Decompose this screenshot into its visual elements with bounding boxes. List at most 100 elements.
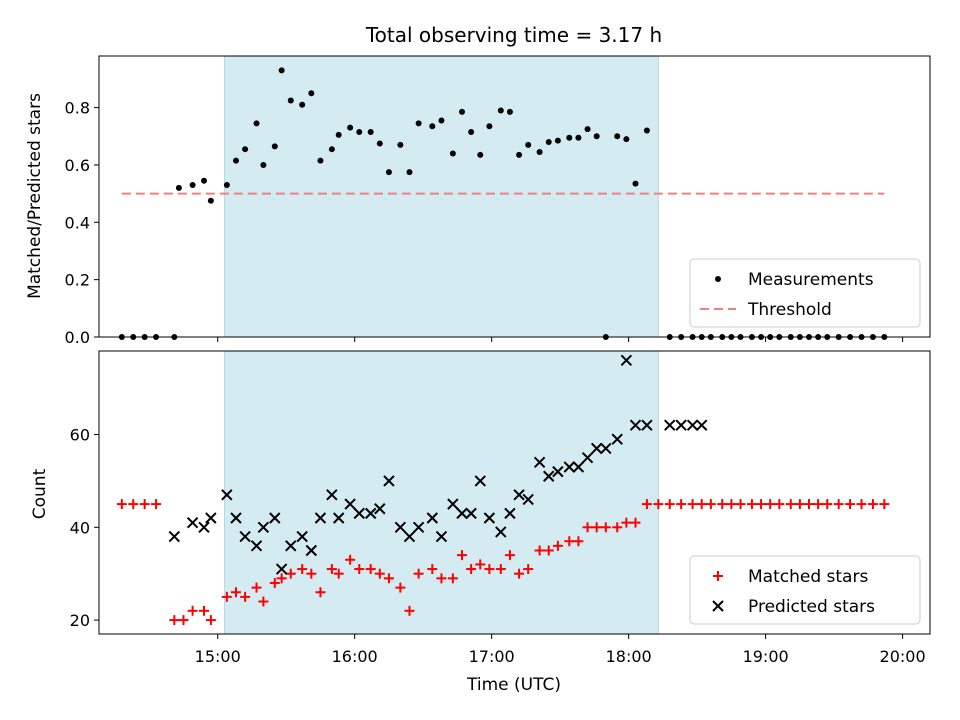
matched-star-point [833,499,844,510]
top-observing-window [224,56,659,337]
measurement-point [536,149,543,156]
predicted-star-point [412,521,425,534]
matched-star-point [285,568,296,579]
matched-star-point [765,499,776,510]
legend-marker [712,600,724,612]
measurement-point [201,177,208,184]
matched-star-point [116,499,127,510]
measurement-point [623,136,630,143]
matched-star-point [630,517,641,528]
marker-stroke [296,530,308,543]
measurement-point [308,90,315,97]
matched-star-point [845,499,856,510]
marker-stroke [590,442,603,455]
top-legend: Measurements Threshold [689,258,921,328]
predicted-star-point [257,521,270,534]
marker-stroke [383,475,395,487]
matched-star-point [621,517,632,528]
predicted-star-point [495,526,507,538]
measurement-point [397,141,404,148]
matched-star-point [456,550,467,561]
measurement-point [207,197,214,204]
top-y-tick-label: 0.4 [65,213,90,232]
marker-stroke [543,470,555,482]
measurement-point [525,141,532,148]
predicted-star-point [305,544,318,557]
measurement-point [347,124,354,131]
matched-star-point [856,499,867,510]
top-y-tick-label: 0.8 [65,99,90,118]
measurement-point [438,117,445,124]
predicted-star-point [285,540,297,552]
marker-stroke [504,507,516,520]
marker-stroke [333,512,345,524]
matched-star-point [169,615,180,626]
marker-stroke [205,512,217,524]
matched-star-point [653,499,664,510]
predicted-star-point [686,419,699,431]
matched-star-point [523,564,534,575]
matched-star-point [205,615,216,626]
marker-stroke [344,498,356,510]
legend-box [689,555,921,625]
matched-star-point [813,499,824,510]
matched-star-point [128,499,139,510]
predicted-star-point [483,512,496,524]
measurement-point [232,157,239,164]
measurement-point [317,157,324,164]
marker-stroke [600,442,612,455]
predicted-star-point [186,516,199,529]
marker-stroke [394,521,407,534]
marker-stroke [620,354,633,366]
predicted-star-point [620,354,633,366]
matched-star-point [178,615,189,626]
measurement-point [376,140,383,147]
matched-star-point [582,522,593,533]
predicted-star-point [314,512,327,524]
measurement-point [458,108,465,115]
marker-stroke [572,461,585,473]
measurement-point [554,137,561,144]
predicted-star-point [168,530,181,543]
matched-star-point [151,499,162,510]
predicted-star-point [435,530,448,543]
matched-star-point [717,499,728,510]
matched-star-point [427,564,438,575]
predicted-star-point [250,540,263,552]
measurement-point [189,182,196,189]
matched-star-point [612,522,623,533]
marker-stroke [686,419,699,431]
measurement-point [516,151,523,158]
measurement-point [415,120,422,127]
predicted-star-point [394,521,407,534]
marker-stroke [474,475,486,487]
matched-star-point [230,587,241,598]
marker-stroke [695,419,708,431]
measurement-point [406,169,413,176]
matched-star-point [591,522,602,533]
bottom-legend: Matched stars Predicted stars [689,555,921,625]
marker-stroke [483,512,496,524]
predicted-star-point [675,419,687,431]
predicted-star-point [629,419,642,431]
matched-star-point [187,605,198,616]
marker-stroke [314,512,327,524]
top-y-axis-label: Matched/Predicted stars [25,93,45,299]
matched-star-point [573,536,584,547]
matched-star-point [552,540,563,551]
measurement-point [175,184,182,191]
bottom-y-tick-label: 20 [70,611,90,630]
measurement-point [299,101,306,108]
marker-stroke [581,451,594,464]
bottom-panel: 20 40 60 15:00 16:00 17:00 18:00 19:00 20:00 Matc… [70,350,931,666]
marker-stroke [641,419,653,431]
top-plot-frame [98,55,931,338]
marker-stroke [198,521,210,534]
predicted-star-point [600,442,612,455]
measurement-point [278,67,285,74]
predicted-star-point [695,419,708,431]
matched-star-point [333,568,344,579]
matched-star-point [258,596,269,607]
predicted-star-point [275,563,288,575]
